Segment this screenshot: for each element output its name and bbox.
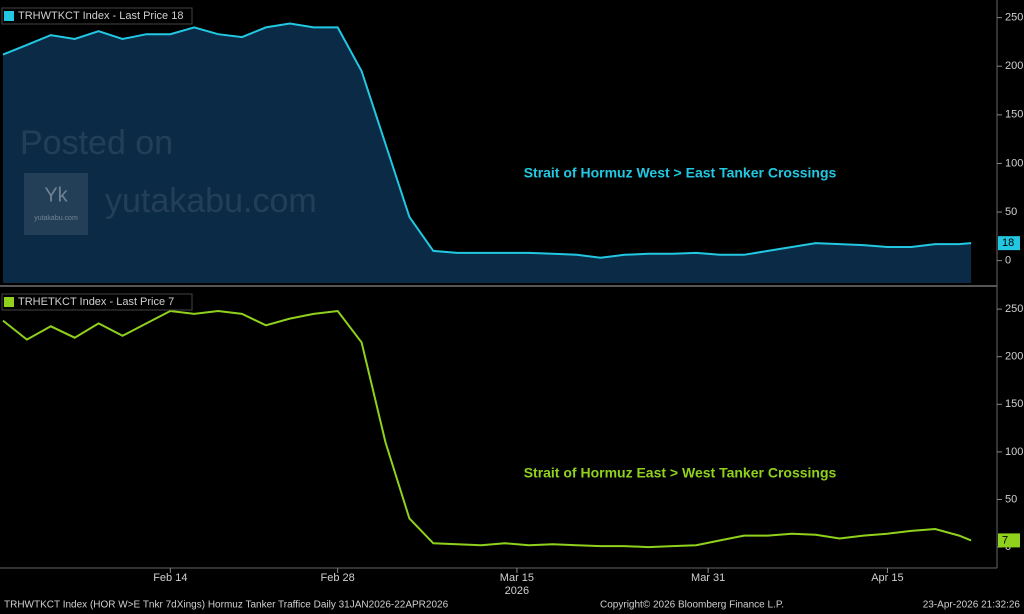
y-tick-label: 0 (1005, 255, 1011, 267)
x-tick-label: Mar 15 (500, 572, 534, 584)
y-tick-label: 150 (1005, 398, 1023, 410)
watermark-text: Posted on (20, 124, 173, 162)
legend-box (1, 293, 193, 311)
y-tick-label: 150 (1005, 109, 1023, 121)
footer-left: TRHWTKCT Index (HOR W>E Tnkr 7dXings) Ho… (4, 600, 449, 611)
watermark-logo (24, 173, 88, 235)
y-tick-label: 50 (1005, 206, 1017, 218)
watermark-logo-caption: yutakabu.com (34, 215, 78, 222)
watermark-logo-text: Yk (44, 184, 68, 206)
footer-center: Copyright© 2026 Bloomberg Finance L.P. (600, 600, 784, 611)
x-tick-label: Feb 14 (153, 572, 187, 584)
last-value-label: 7 (1002, 534, 1008, 546)
legend-box (1, 7, 193, 25)
annotation: Strait of Hormuz East > West Tanker Cros… (524, 465, 837, 481)
watermark: Posted on yutakabu.com Yk yutakabu.com (20, 124, 317, 235)
legend-swatch (4, 297, 14, 307)
footer-right: 23-Apr-2026 21:32:26 (923, 600, 1021, 611)
legend-swatch (4, 11, 14, 21)
legend-label: TRHWTKCT Index - Last Price 18 (18, 10, 183, 22)
y-tick-label: 100 (1005, 446, 1023, 458)
y-tick-label: 200 (1005, 60, 1023, 72)
x-tick-label: Apr 15 (871, 572, 903, 584)
series-line (2, 309, 972, 549)
y-tick-label: 200 (1005, 351, 1023, 363)
last-value-tag (998, 236, 1020, 251)
last-value-label: 18 (1002, 237, 1014, 249)
x-tick-label: Feb 28 (321, 572, 355, 584)
y-tick-label: 250 (1005, 303, 1023, 315)
x-tick-label: Mar 31 (691, 572, 725, 584)
x-axis-label: 2026 (505, 585, 529, 597)
y-tick-label: 100 (1005, 157, 1023, 169)
y-tick-label: 250 (1005, 12, 1023, 24)
watermark-text: yutakabu.com (105, 182, 317, 220)
last-value-tag (998, 533, 1020, 548)
series-line (2, 22, 972, 259)
legend-label: TRHETKCT Index - Last Price 7 (18, 296, 174, 308)
y-tick-label: 50 (1005, 493, 1017, 505)
annotation: Strait of Hormuz West > East Tanker Cros… (524, 165, 837, 181)
area-fill (3, 23, 972, 283)
